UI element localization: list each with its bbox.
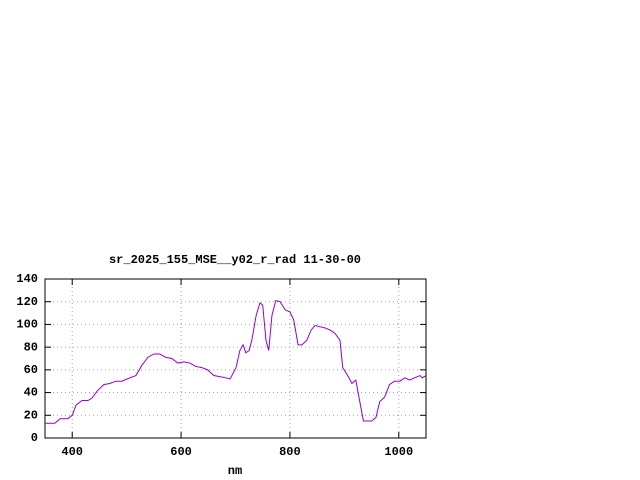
y-tick-label: 140 [16, 272, 38, 286]
x-tick-label: 800 [279, 445, 301, 459]
data-line [45, 299, 427, 424]
y-tick-label: 60 [24, 363, 38, 377]
x-tick-label: 600 [170, 445, 192, 459]
plot-frame [44, 278, 427, 439]
y-tick-label: 80 [24, 340, 38, 354]
y-tick-label: 20 [24, 408, 38, 422]
x-tick-label: 1000 [384, 445, 413, 459]
y-tick-label: 100 [16, 318, 38, 332]
y-tick-label: 120 [16, 295, 38, 309]
x-tick-label: 400 [61, 445, 83, 459]
y-tick-label: 0 [31, 431, 38, 445]
chart-title: sr_2025_155_MSE__y02_r_rad 11-30-00 [109, 253, 361, 267]
y-tick-label: 40 [24, 386, 38, 400]
x-axis-label: nm [228, 464, 242, 478]
